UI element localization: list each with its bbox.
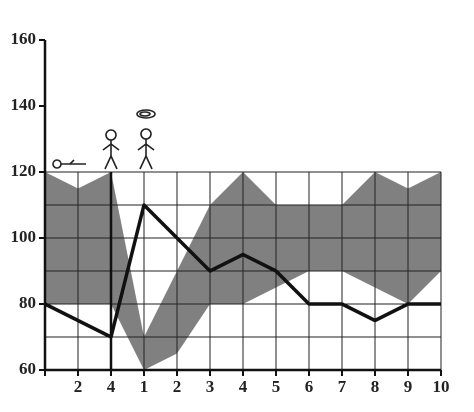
x-tick-label: 7 (338, 377, 347, 396)
x-tick-label: 4 (107, 377, 116, 396)
figure-dizzy (136, 109, 156, 170)
figure-standing (102, 129, 120, 170)
x-tick-label: 2 (74, 377, 83, 396)
y-tick-label: 100 (11, 227, 37, 246)
x-tick-label: 10 (433, 377, 450, 396)
x-tick-label: 2 (173, 377, 182, 396)
y-tick-label: 140 (11, 95, 37, 114)
x-tick-label: 4 (239, 377, 248, 396)
x-tick-label: 3 (206, 377, 215, 396)
x-tick-label: 9 (404, 377, 413, 396)
x-tick-label: 6 (305, 377, 314, 396)
x-tick-label: 1 (140, 377, 149, 396)
x-tick-label: 8 (371, 377, 380, 396)
y-tick-label: 80 (19, 293, 36, 312)
figure-lying (52, 159, 86, 169)
x-tick-label: 5 (272, 377, 281, 396)
y-tick-label: 60 (19, 359, 36, 378)
y-tick-label: 160 (11, 29, 37, 48)
data-line (44, 203, 441, 339)
y-tick-label: 120 (11, 161, 37, 180)
